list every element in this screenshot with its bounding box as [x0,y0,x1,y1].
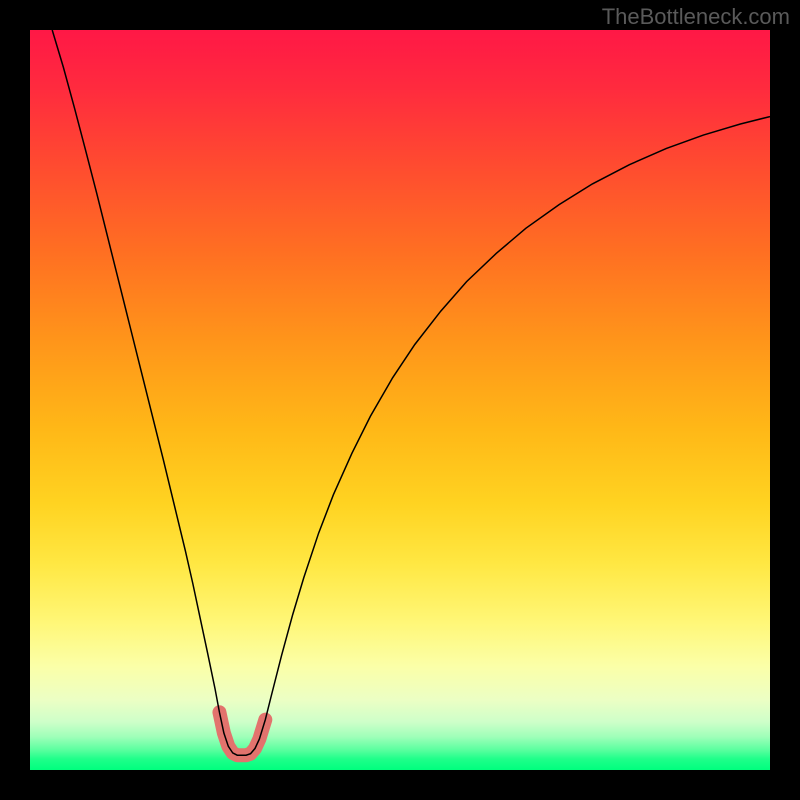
chart-container: TheBottleneck.com [0,0,800,800]
plot-gradient-background [30,30,770,770]
watermark-text: TheBottleneck.com [602,4,790,30]
bottleneck-chart [0,0,800,800]
